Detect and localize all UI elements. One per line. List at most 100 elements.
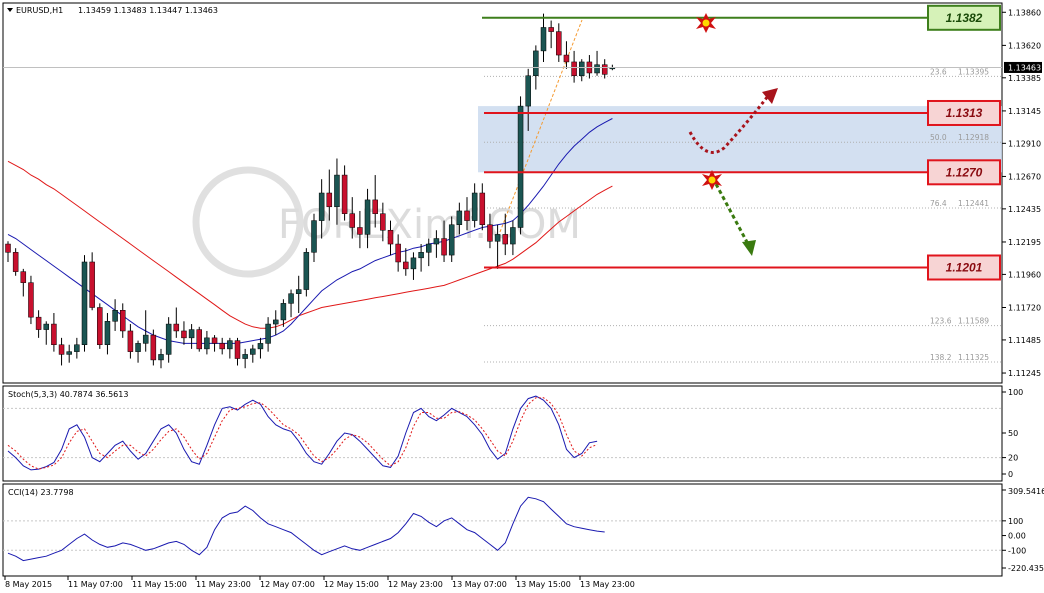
price-axis-label: 1.11720 xyxy=(1008,304,1041,313)
bounce-up-arrow xyxy=(688,95,770,154)
candle-bear xyxy=(403,261,409,270)
candle-bull xyxy=(334,174,340,208)
time-axis-label: 11 May 07:00 xyxy=(68,580,123,589)
highlight-zone xyxy=(478,106,1002,173)
fib-trend-line xyxy=(499,19,583,233)
watermark: FOREXimf.COM xyxy=(192,166,581,278)
candle-bear xyxy=(479,192,486,225)
candle-bear xyxy=(548,27,554,32)
candle-bull xyxy=(135,343,141,352)
candle-bear xyxy=(20,271,27,283)
time-axis-label: 8 May 2015 xyxy=(5,580,52,589)
price-axis-label: 1.12195 xyxy=(1008,238,1041,247)
time-axis-label: 13 May 07:00 xyxy=(452,580,507,589)
stoch-header-label: Stoch(5,3,3) 40.7874 36.5613 xyxy=(8,390,128,399)
cci-axis: 309.5416 100 0.00 -100 -220.4350 xyxy=(1002,487,1044,573)
candle-bear xyxy=(563,54,570,63)
break-down-arrow xyxy=(714,183,750,245)
fib-pct-label: 23.6 xyxy=(930,67,947,76)
candle-bull xyxy=(525,75,531,107)
candle-bull xyxy=(311,220,317,253)
candle-bear xyxy=(120,310,126,332)
candle-bear xyxy=(502,234,508,245)
candle-bull xyxy=(242,354,248,359)
stoch-axis-label: 0 xyxy=(1008,470,1013,479)
level-layer: 1.1382 1.1313 1.1270 1.1201 xyxy=(482,4,1001,281)
candle-bear xyxy=(173,323,180,332)
candle-bull xyxy=(280,303,287,321)
price-panel-frame xyxy=(2,2,1003,384)
fib-layer: 23.6 1.13395 50.0 1.12918 76.4 1.12441 123.6 1.… xyxy=(484,67,1002,363)
candle-bear xyxy=(601,64,608,75)
candle-bear xyxy=(341,174,348,214)
cci-axis-label: 100 xyxy=(1008,517,1023,526)
candle-bull xyxy=(66,351,72,355)
candle-bear xyxy=(395,243,401,263)
candle-bear xyxy=(196,329,202,350)
fib-pct-label: 76.4 xyxy=(930,199,947,208)
level-box xyxy=(927,99,1001,126)
symbol-label: EURUSD,H1 xyxy=(16,6,63,15)
symbol-dropdown-icon[interactable] xyxy=(7,8,13,12)
candle-bull xyxy=(142,334,149,344)
time-axis-label: 11 May 15:00 xyxy=(132,580,187,589)
candle-bull xyxy=(426,243,432,253)
time-axis: 8 May 2015 11 May 07:00 11 May 15:00 11 May… xyxy=(4,576,635,589)
candle-bull xyxy=(303,252,310,290)
candle-bear xyxy=(150,334,157,361)
stoch-axis-label: 20 xyxy=(1008,454,1018,463)
level-box xyxy=(927,4,1001,31)
cci-panel-frame xyxy=(2,483,1003,577)
cci-axis-label: 309.5416 xyxy=(1008,487,1044,496)
fib-pct-label: 50.0 xyxy=(930,133,947,142)
cci-axis-label: -100 xyxy=(1008,546,1026,555)
price-axis: 1.13860 1.13620 1.13385 1.13145 1.12910 1.126… xyxy=(1002,8,1041,378)
candle-layer xyxy=(5,13,616,369)
watermark-text: FOREXimf.COM xyxy=(278,202,581,248)
candle-bull xyxy=(517,105,524,228)
price-axis-label: 1.11960 xyxy=(1008,270,1041,279)
candle-bull xyxy=(471,192,478,221)
candle-bull xyxy=(250,348,256,355)
candle-bull xyxy=(104,321,111,346)
fib-pct-label: 123.6 xyxy=(930,317,952,326)
cci-axis-label: -220.4350 xyxy=(1008,564,1044,573)
fib-price-label: 1.12441 xyxy=(958,199,989,208)
time-axis-label: 13 May 23:00 xyxy=(580,580,635,589)
candle-bull xyxy=(579,61,585,76)
ma-fast-line xyxy=(7,118,613,344)
candle-bull xyxy=(448,224,455,256)
candle-bull xyxy=(43,323,49,330)
candle-bear xyxy=(234,340,241,359)
candle-bull xyxy=(594,64,600,74)
candle-bear xyxy=(372,199,378,214)
candle-bear xyxy=(349,213,355,228)
cci-header-label: CCI(14) 23.7798 xyxy=(8,488,74,497)
price-axis-label: 1.13860 xyxy=(1008,8,1041,17)
fib-price-label: 1.11589 xyxy=(958,317,989,326)
candle-bull xyxy=(204,337,210,350)
candle-bull xyxy=(364,199,371,235)
candle-bull xyxy=(456,210,463,225)
price-axis-label: 1.12910 xyxy=(1008,139,1041,148)
level-label: 1.1382 xyxy=(946,11,983,25)
candle-bear xyxy=(51,323,57,346)
candle-bull xyxy=(158,354,164,361)
time-axis-label: 13 May 15:00 xyxy=(516,580,571,589)
break-down-arrowhead-icon xyxy=(742,240,756,256)
candle-bull xyxy=(265,323,271,344)
time-axis-label: 12 May 15:00 xyxy=(324,580,379,589)
candle-bear xyxy=(211,337,218,344)
candle-bear xyxy=(487,224,493,242)
cci-layer xyxy=(3,496,1002,562)
candle-bear xyxy=(556,31,562,56)
candle-bull xyxy=(74,344,80,352)
candle-bear xyxy=(464,210,470,221)
level-label: 1.1313 xyxy=(946,106,983,120)
candle-bull xyxy=(227,340,233,350)
time-axis-label: 12 May 23:00 xyxy=(388,580,443,589)
level-label: 1.1270 xyxy=(946,165,983,179)
candle-bear xyxy=(5,243,11,253)
stoch-axis-label: 100 xyxy=(1008,388,1023,397)
